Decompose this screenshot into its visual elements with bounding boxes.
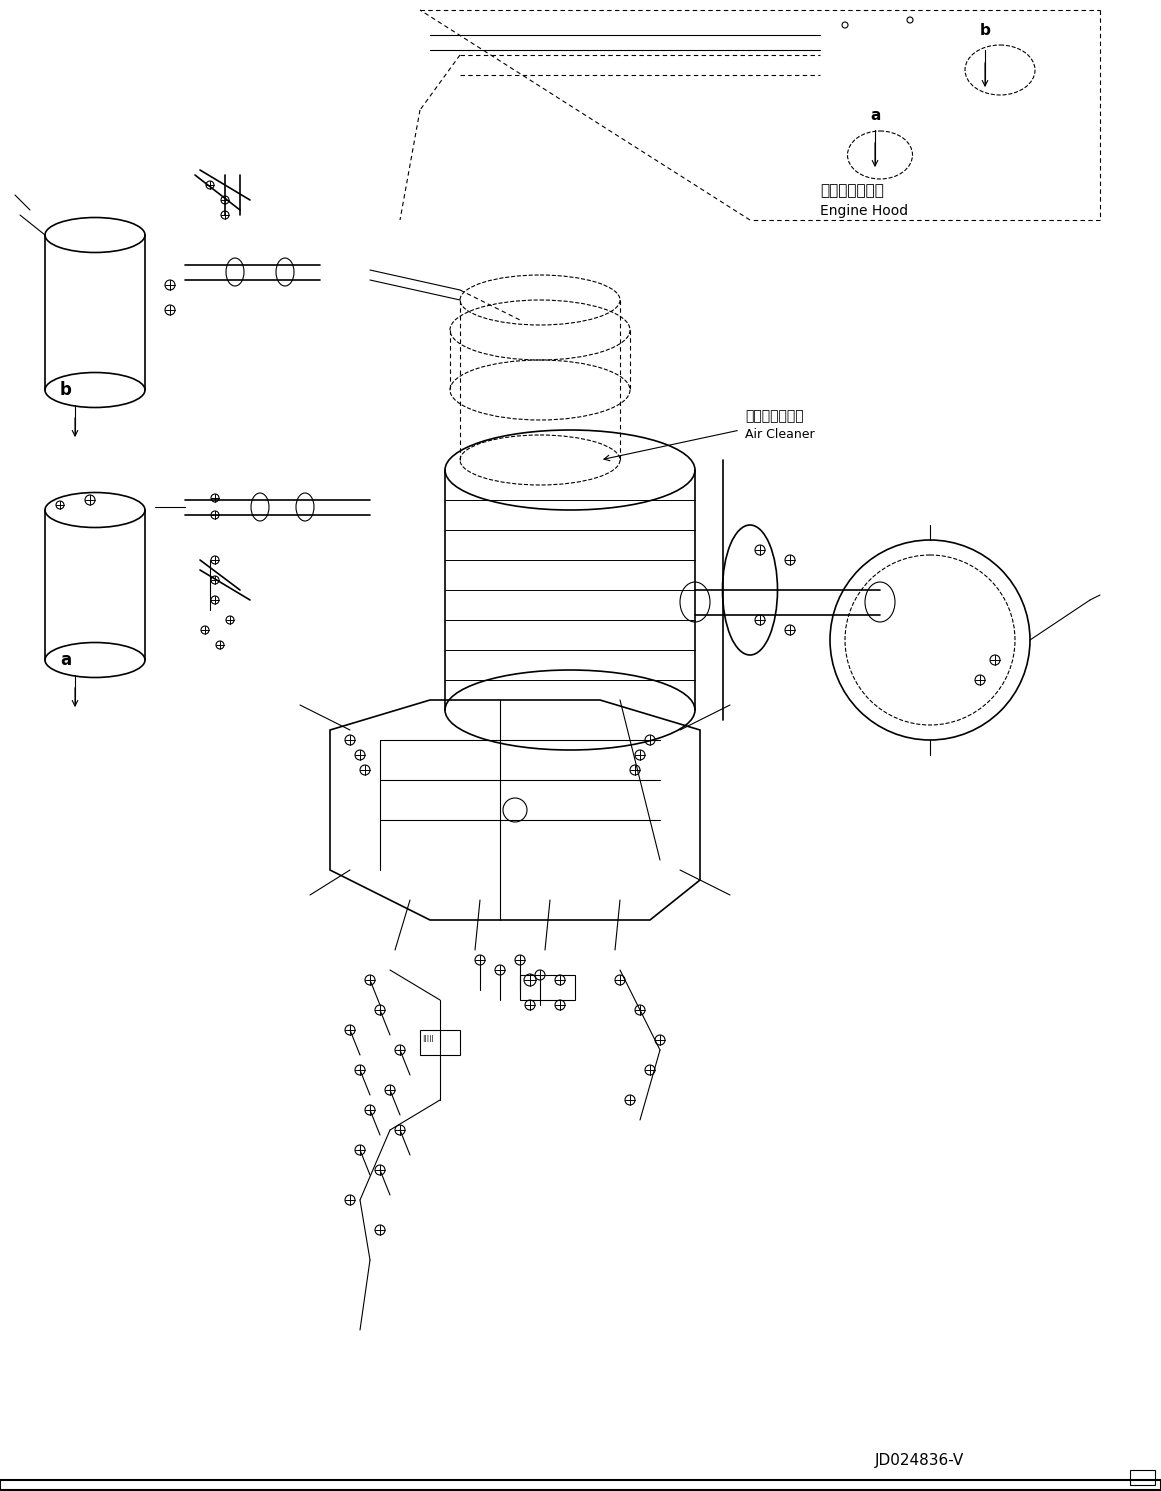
Bar [1130,1470,1155,1485]
Text: b: b [60,382,72,400]
Text: Engine Hood: Engine Hood [820,204,908,218]
Text: a: a [60,652,71,669]
Text: |||||: ||||| [421,1035,434,1042]
Text: JD024836-V: JD024836-V [875,1454,965,1469]
Text: エンジンフード: エンジンフード [820,183,884,198]
Text: エアークリーナ: エアークリーナ [745,409,803,423]
Bar [420,1030,460,1056]
Text: b: b [980,22,990,37]
Bar [520,975,575,1000]
Text: a: a [870,107,880,122]
Text: Air Cleaner: Air Cleaner [745,428,815,441]
